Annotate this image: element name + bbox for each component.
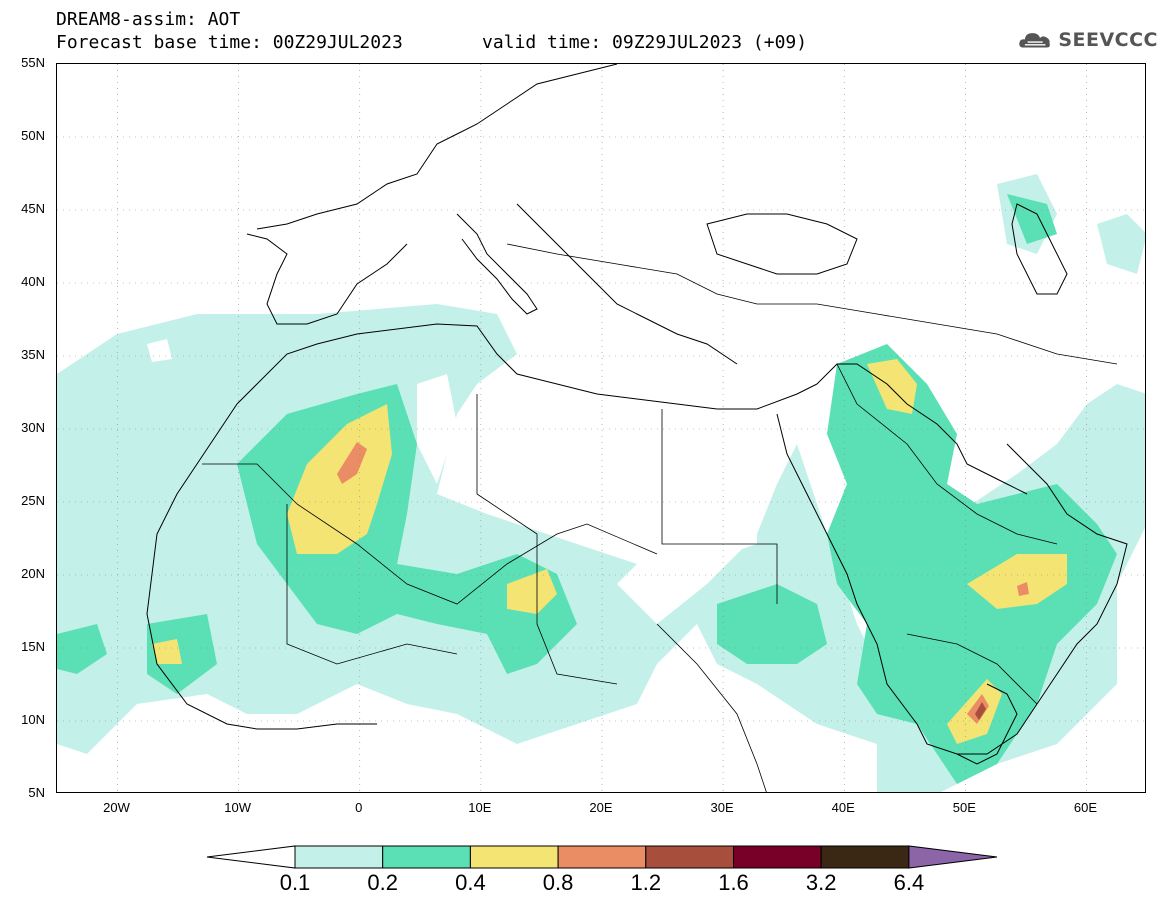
- coastline-caspian: [1011, 203, 1068, 295]
- colorbar-label: 1.6: [718, 870, 749, 895]
- colorbar-segment: [645, 845, 734, 869]
- coastline-europe: [256, 64, 618, 230]
- lat-label: 20N: [21, 566, 45, 581]
- lat-label: 5N: [28, 785, 45, 800]
- aot-region-low: [1097, 214, 1145, 274]
- colorbar-segment: [733, 845, 822, 869]
- map-title: DREAM8-assim: AOT: [56, 9, 241, 30]
- lat-label: 10N: [21, 712, 45, 727]
- lat-label: 15N: [21, 639, 45, 654]
- colorbar-label: 6.4: [893, 870, 925, 895]
- aot-region-mid: [1007, 194, 1057, 244]
- colorbar-segment: [820, 845, 910, 869]
- aot-region-peak: [1017, 582, 1029, 596]
- coastline-arabia-east: [816, 363, 1028, 495]
- border: [661, 409, 778, 604]
- lat-label: 25N: [21, 493, 45, 508]
- aot-region-low: [417, 374, 457, 484]
- lat-label: 40N: [21, 274, 45, 289]
- lon-label: 10W: [224, 800, 252, 815]
- colorbar-segment: [469, 845, 559, 869]
- border: [836, 363, 1058, 545]
- aot-region-mid: [717, 584, 827, 664]
- logo-text: SEEVCCC: [1058, 29, 1158, 51]
- colorbar-label: 0.8: [542, 870, 574, 895]
- coastline-iberia: [246, 233, 408, 325]
- lat-label: 55N: [21, 55, 45, 70]
- lon-label: 0: [355, 800, 363, 815]
- border: [286, 504, 458, 665]
- aot-region-high: [152, 639, 182, 664]
- coastlines: [146, 64, 1128, 765]
- lon-label: 10E: [468, 800, 492, 815]
- colorbar-segment: [557, 845, 647, 869]
- border: [906, 633, 1038, 705]
- colorbar-label: 0.1: [279, 870, 311, 895]
- borders: [202, 243, 1118, 792]
- aot-region-high: [507, 569, 557, 614]
- colorbar-label: 0.4: [455, 870, 486, 895]
- map-area: [56, 63, 1146, 793]
- aot-region-mid: [57, 624, 107, 674]
- valid-time: valid time: 09Z29JUL2023 (+09): [482, 32, 808, 53]
- forecast-base-time: Forecast base time: 00Z29JUL2023: [56, 32, 403, 53]
- lon-label: 50E: [952, 800, 976, 815]
- border: [476, 394, 618, 685]
- colorbar: [206, 845, 998, 869]
- border: [202, 463, 658, 605]
- coastline-balkans: [516, 203, 738, 365]
- coastline-black-sea: [706, 213, 858, 275]
- coastline-horn: [956, 683, 1018, 765]
- lon-label: 30E: [710, 800, 734, 815]
- aot-region-mid: [827, 344, 1117, 784]
- lon-label: 40E: [831, 800, 855, 815]
- aot-region-low: [657, 414, 757, 564]
- lat-label: 35N: [21, 347, 45, 362]
- colorbar-segment: [294, 845, 384, 869]
- aot-region-peak: [337, 442, 367, 484]
- lon-label: 60E: [1073, 800, 1098, 815]
- lat-label: 45N: [21, 201, 45, 216]
- aot-map: [57, 64, 1145, 792]
- border: [656, 623, 767, 792]
- colorbar-label: 3.2: [805, 870, 837, 895]
- aot-region-high: [967, 554, 1067, 609]
- coastline-italy: [456, 213, 538, 315]
- seevccc-logo: SEEVCCC: [1018, 25, 1158, 55]
- lon-label: 20W: [103, 800, 130, 815]
- lon-label: 20E: [589, 800, 613, 815]
- colorbar-under-arrow: [206, 845, 296, 869]
- cloud-icon: [1019, 33, 1050, 48]
- aot-contours: [57, 174, 1145, 792]
- colorbar-label: 1.2: [630, 870, 662, 895]
- colorbar-over-arrow: [908, 845, 998, 869]
- lat-label: 50N: [21, 128, 45, 143]
- colorbar-label: 0.2: [367, 870, 398, 895]
- border: [506, 243, 1118, 365]
- colorbar-segment: [382, 845, 471, 869]
- coastline-west-africa: [146, 403, 377, 730]
- lat-label: 30N: [21, 420, 45, 435]
- aot-region-extreme: [975, 702, 986, 720]
- coastline-north-africa: [236, 323, 818, 410]
- aot-region-high: [867, 359, 917, 414]
